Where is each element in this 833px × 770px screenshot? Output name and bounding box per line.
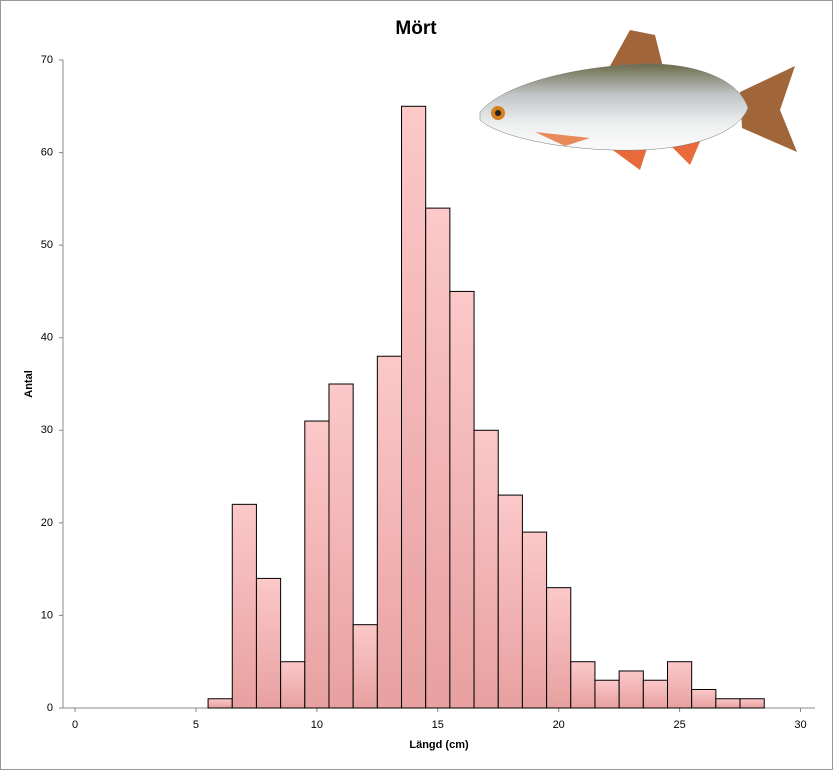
bar bbox=[352, 624, 378, 709]
y-tick-label: 40 bbox=[41, 332, 53, 344]
bar bbox=[594, 679, 620, 709]
bar bbox=[425, 207, 451, 709]
bar bbox=[715, 698, 741, 709]
x-tick-label: 20 bbox=[553, 719, 565, 731]
bar bbox=[497, 494, 523, 709]
bar bbox=[304, 420, 330, 709]
bar bbox=[280, 661, 306, 709]
bar bbox=[642, 679, 669, 709]
x-tick-label: 0 bbox=[72, 719, 78, 731]
bar bbox=[328, 383, 354, 709]
bar bbox=[618, 670, 644, 709]
bar bbox=[255, 577, 282, 709]
bar bbox=[546, 587, 572, 709]
bar bbox=[691, 688, 717, 709]
y-axis-label: Antal bbox=[23, 370, 35, 398]
y-tick-label: 20 bbox=[41, 517, 53, 529]
y-tick-label: 30 bbox=[41, 424, 53, 436]
y-tick-label: 70 bbox=[41, 54, 53, 66]
y-tick-label: 60 bbox=[41, 146, 53, 158]
bar bbox=[739, 698, 765, 709]
x-tick-label: 30 bbox=[794, 719, 806, 731]
bar bbox=[570, 661, 596, 709]
bar bbox=[667, 661, 693, 709]
x-tick-label: 5 bbox=[193, 719, 199, 731]
x-axis-label: Längd (cm) bbox=[409, 739, 469, 751]
bar bbox=[401, 105, 427, 709]
y-tick-label: 0 bbox=[47, 702, 53, 714]
x-tick-label: 15 bbox=[432, 719, 444, 731]
y-tick-label: 50 bbox=[41, 239, 53, 251]
y-tick-label: 10 bbox=[41, 609, 53, 621]
x-tick-label: 10 bbox=[311, 719, 323, 731]
fish-illustration bbox=[479, 30, 797, 170]
chart-title: Mört bbox=[395, 18, 437, 39]
bar bbox=[521, 531, 548, 709]
x-tick-label: 25 bbox=[673, 719, 685, 731]
bar bbox=[449, 290, 475, 709]
bar bbox=[376, 355, 403, 709]
bar bbox=[473, 429, 499, 709]
bar bbox=[207, 698, 233, 709]
bar bbox=[231, 503, 257, 709]
